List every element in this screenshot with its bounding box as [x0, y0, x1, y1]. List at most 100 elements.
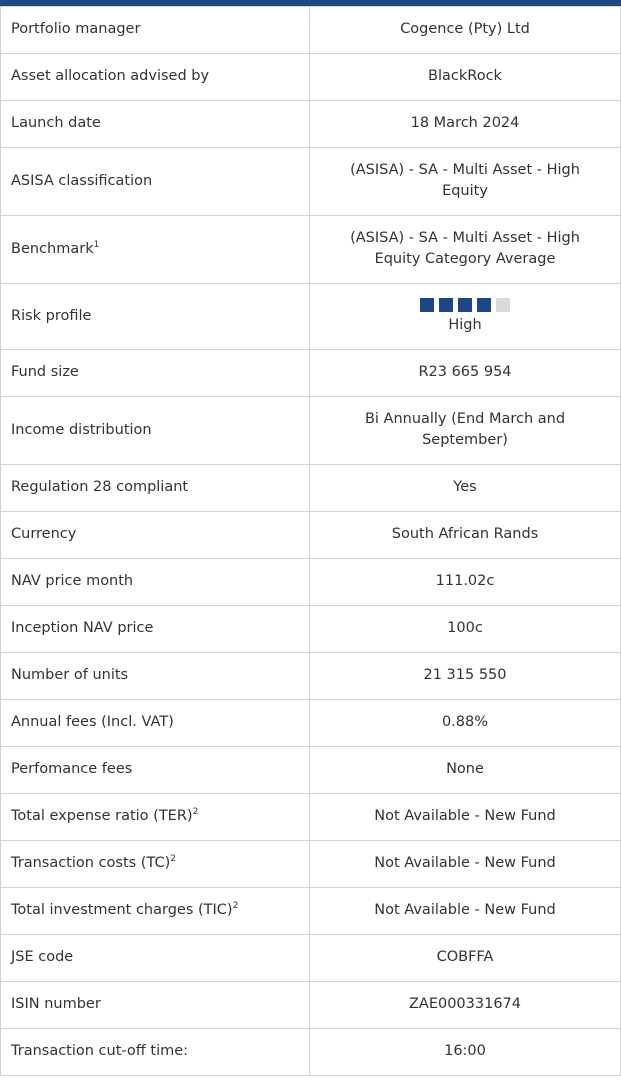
- value: Not Available - New Fund: [374, 902, 556, 918]
- value: South African Rands: [391, 526, 539, 542]
- row: Asset allocation advised by BlackRock: [0, 53, 621, 101]
- risk-square: [458, 298, 472, 312]
- label: Income distribution: [11, 421, 152, 438]
- label-cell: Fund size: [0, 349, 310, 397]
- value-cell: ZAE000331674: [309, 981, 621, 1029]
- value-cell: 16:00: [309, 1028, 621, 1076]
- risk-square: [420, 298, 434, 312]
- label: Regulation 28 compliant: [11, 479, 189, 495]
- label: Benchmark: [11, 240, 94, 257]
- label-cell: Number of units: [0, 652, 310, 700]
- label-cell: ASISA classification: [0, 147, 310, 216]
- row: Fund size R23 665 954: [0, 349, 621, 397]
- value-cell: (ASISA) - SA - Multi Asset - High Equity: [309, 147, 621, 216]
- row: Transaction cut-off time: 16:00: [0, 1028, 621, 1076]
- value: ZAE000331674: [408, 996, 522, 1012]
- row: Total investment charges (TIC)2 Not Avail…: [0, 887, 621, 935]
- label: NAV price month: [11, 573, 134, 589]
- value: 21 315 550: [423, 667, 507, 683]
- label: Annual fees (Incl. VAT): [11, 714, 174, 730]
- value-cell: High: [309, 283, 621, 350]
- label-cell: Total investment charges (TIC)2: [0, 887, 310, 935]
- label: Total investment charges (TIC): [11, 902, 233, 918]
- risk-square: [496, 298, 510, 312]
- value: Bi Annually (End March and September): [364, 411, 566, 448]
- label-cell: Transaction costs (TC)2: [0, 840, 310, 888]
- value-cell: Not Available - New Fund: [309, 793, 621, 841]
- value-cell: BlackRock: [309, 53, 621, 101]
- details-table: Portfolio manager Cogence (Pty) Ltd Asset …: [0, 6, 621, 1076]
- label-cell: Perfomance fees: [0, 746, 310, 794]
- label-cell: Transaction cut-off time:: [0, 1028, 310, 1076]
- row: Regulation 28 compliant Yes: [0, 464, 621, 512]
- value-cell: R23 665 954: [309, 349, 621, 397]
- label: ISIN number: [11, 996, 101, 1012]
- label-cell: Regulation 28 compliant: [0, 464, 310, 512]
- value: 100c: [447, 620, 483, 636]
- label-cell: NAV price month: [0, 558, 310, 606]
- value: (ASISA) - SA - Multi Asset - High Equity…: [350, 230, 580, 267]
- label-cell: Inception NAV price: [0, 605, 310, 653]
- value: (ASISA) - SA - Multi Asset - High Equity: [350, 162, 580, 199]
- label-cell: Portfolio manager: [0, 6, 310, 54]
- value: 16:00: [444, 1043, 486, 1059]
- label: Portfolio manager: [11, 21, 141, 37]
- value-cell: 18 March 2024: [309, 100, 621, 148]
- label: JSE code: [11, 949, 74, 965]
- row: Launch date 18 March 2024: [0, 100, 621, 148]
- label-cell: Annual fees (Incl. VAT): [0, 699, 310, 747]
- value: BlackRock: [428, 68, 502, 84]
- row: Currency South African Rands: [0, 511, 621, 559]
- value: COBFFA: [436, 949, 494, 965]
- label: Transaction cut-off time:: [11, 1043, 189, 1059]
- row: ISIN number ZAE000331674: [0, 981, 621, 1029]
- row: NAV price month 111.02c: [0, 558, 621, 606]
- value: Yes: [453, 479, 477, 495]
- row: Benchmark1 (ASISA) - SA - Multi Asset - H…: [0, 215, 621, 284]
- footnote-ref: 2: [192, 807, 199, 817]
- row: ASISA classification (ASISA) - SA - Multi…: [0, 147, 621, 216]
- value: High: [448, 317, 482, 333]
- row: Portfolio manager Cogence (Pty) Ltd: [0, 6, 621, 54]
- label-cell: Launch date: [0, 100, 310, 148]
- label: Inception NAV price: [11, 620, 154, 636]
- label-cell: Asset allocation advised by: [0, 53, 310, 101]
- value: Not Available - New Fund: [374, 855, 556, 871]
- value-cell: Cogence (Pty) Ltd: [309, 6, 621, 54]
- row: Total expense ratio (TER)2 Not Available …: [0, 793, 621, 841]
- label: ASISA classification: [11, 172, 153, 189]
- label: Transaction costs (TC): [11, 855, 171, 871]
- row: Risk profile High: [0, 283, 621, 350]
- label: Perfomance fees: [11, 761, 133, 777]
- label-cell: Total expense ratio (TER)2: [0, 793, 310, 841]
- footnote-ref: 2: [170, 854, 176, 864]
- footnote-ref: 2: [232, 901, 239, 911]
- label-cell: Currency: [0, 511, 310, 559]
- value: 18 March 2024: [410, 115, 520, 131]
- label-cell: JSE code: [0, 934, 310, 982]
- value: R23 665 954: [418, 364, 512, 380]
- value-cell: Not Available - New Fund: [309, 840, 621, 888]
- value-cell: Bi Annually (End March and September): [309, 396, 621, 465]
- value-cell: None: [309, 746, 621, 794]
- value-cell: COBFFA: [309, 934, 621, 982]
- value-cell: 21 315 550: [309, 652, 621, 700]
- label-cell: Benchmark1: [0, 215, 310, 284]
- value-cell: 100c: [309, 605, 621, 653]
- value: None: [446, 761, 484, 777]
- label-cell: Risk profile: [0, 283, 310, 350]
- row: Transaction costs (TC)2 Not Available - N…: [0, 840, 621, 888]
- row: Number of units 21 315 550: [0, 652, 621, 700]
- row: JSE code COBFFA: [0, 934, 621, 982]
- risk-square: [439, 298, 453, 312]
- value: 0.88%: [441, 714, 489, 730]
- value: Not Available - New Fund: [374, 808, 556, 824]
- row: Perfomance fees None: [0, 746, 621, 794]
- label: Launch date: [11, 115, 101, 131]
- label: Currency: [11, 526, 77, 542]
- label: Risk profile: [11, 307, 92, 324]
- label-cell: ISIN number: [0, 981, 310, 1029]
- value-cell: 0.88%: [309, 699, 621, 747]
- row: Income distribution Bi Annually (End Marc…: [0, 396, 621, 465]
- label: Asset allocation advised by: [11, 68, 210, 84]
